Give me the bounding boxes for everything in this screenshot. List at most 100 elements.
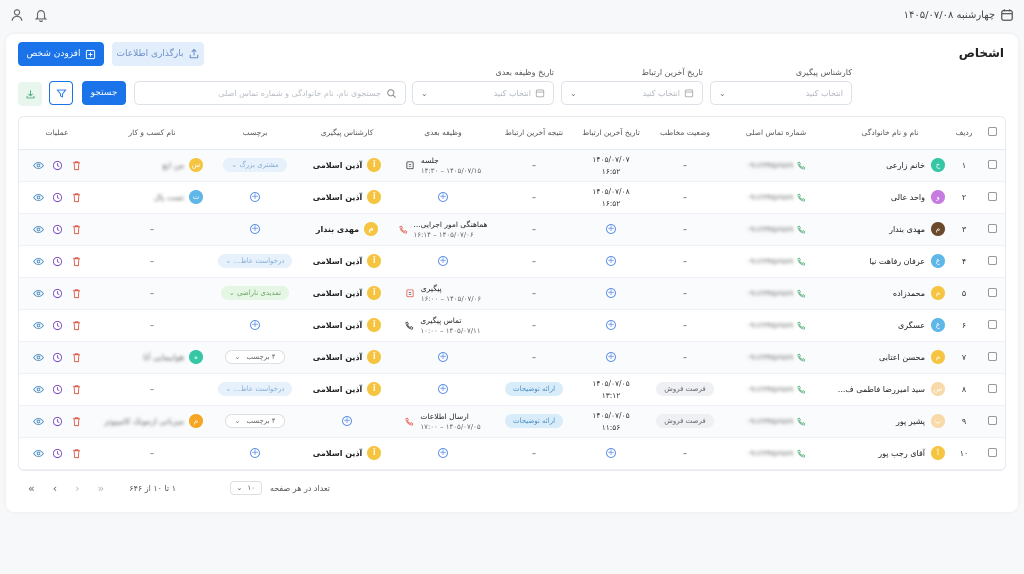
add-expert-icon[interactable]: + [342, 415, 352, 427]
table-row[interactable]: ۱ خ خانم زارعی ۰۹۱۲۳۴۵۶۷۸۹ – ۱۴۰۵/۰۷/۰۷ ۱۶… [19, 149, 1005, 181]
next-page-icon[interactable]: › [75, 481, 80, 495]
eye-icon[interactable] [32, 320, 44, 331]
phone-icon[interactable] [797, 385, 806, 394]
add-tag-icon[interactable]: + [250, 191, 260, 203]
eye-icon[interactable] [32, 192, 44, 203]
add-person-button[interactable]: افزودن شخص [18, 42, 104, 66]
phone-icon[interactable] [797, 161, 806, 170]
row-checkbox-cell[interactable] [979, 149, 1005, 181]
history-icon[interactable] [52, 384, 63, 395]
history-icon[interactable] [52, 288, 63, 299]
add-contact-icon[interactable]: + [606, 319, 616, 331]
name-cell[interactable]: و واحد عالی [831, 181, 949, 213]
table-row[interactable]: ۳ م مهدی بندار ۰۹۱۲۳۴۵۶۷۸۹ – + – هماهنگی … [19, 213, 1005, 245]
add-task-icon[interactable]: + [438, 191, 448, 203]
tag-badge[interactable]: تمدیدی ناراضی ⌄ [220, 286, 290, 300]
header-select-all[interactable] [979, 117, 1005, 150]
download-button[interactable] [18, 82, 42, 106]
name-cell[interactable]: م محمدزاده [831, 277, 949, 309]
tags-select[interactable]: ۴ برچسب ⌄ [225, 350, 285, 364]
history-icon[interactable] [52, 320, 63, 331]
add-contact-icon[interactable]: + [606, 447, 616, 459]
table-row[interactable]: ۸ س سید امیررضا فاطمی ف... ۰۹۱۲۳۴۵۶۷۸۹ فر… [19, 373, 1005, 405]
eye-icon[interactable] [32, 224, 44, 235]
checkbox[interactable] [987, 415, 997, 425]
row-checkbox-cell[interactable] [979, 341, 1005, 373]
history-icon[interactable] [52, 352, 63, 363]
row-checkbox-cell[interactable] [979, 405, 1005, 437]
checkbox[interactable] [987, 383, 997, 393]
table-row[interactable]: ۹ پ پشیر پور ۰۹۱۲۳۴۵۶۷۸۹ فرصت فروش ۱۴۰۵/۰… [19, 405, 1005, 437]
eye-icon[interactable] [32, 288, 44, 299]
trash-icon[interactable] [71, 448, 82, 459]
last-page-icon[interactable]: » [97, 481, 105, 495]
name-cell[interactable]: آ آقای رجب پور [831, 437, 949, 469]
last-contact-filter-select[interactable]: انتخاب کنید ⌄ [561, 81, 703, 105]
table-row[interactable]: ۷ م محسن اعتابی ۰۹۱۲۳۴۵۶۷۸۹ – + – + آ آذین… [19, 341, 1005, 373]
row-checkbox-cell[interactable] [979, 181, 1005, 213]
name-cell[interactable]: پ پشیر پور [831, 405, 949, 437]
checkbox[interactable] [987, 319, 997, 329]
table-row[interactable]: ۵ م محمدزاده ۰۹۱۲۳۴۵۶۷۸۹ – + – پیگیری ۱۴۰۵… [19, 277, 1005, 309]
add-contact-icon[interactable]: + [606, 223, 616, 235]
history-icon[interactable] [52, 256, 63, 267]
tag-badge[interactable]: مشتری بزرگ ⌄ [223, 158, 287, 172]
checkbox[interactable] [987, 447, 997, 457]
checkbox[interactable] [987, 127, 997, 137]
checkbox[interactable] [987, 223, 997, 233]
add-tag-icon[interactable]: + [250, 319, 260, 331]
add-tag-icon[interactable]: + [250, 447, 260, 459]
add-task-icon[interactable]: + [438, 255, 448, 267]
history-icon[interactable] [52, 416, 63, 427]
trash-icon[interactable] [71, 288, 82, 299]
name-cell[interactable]: ع عرفان رفاهت نیا [831, 245, 949, 277]
phone-icon[interactable] [398, 225, 408, 234]
prev-page-icon[interactable]: ‹ [52, 481, 58, 495]
expert-filter-select[interactable]: انتخاب کنید ⌄ [710, 81, 852, 105]
trash-icon[interactable] [71, 160, 82, 171]
search-button[interactable]: جستجو [82, 81, 126, 105]
first-page-icon[interactable]: « [28, 481, 35, 495]
name-cell[interactable]: خ خانم زارعی [831, 149, 949, 181]
trash-icon[interactable] [71, 384, 82, 395]
trash-icon[interactable] [71, 192, 82, 203]
checkbox[interactable] [987, 191, 997, 201]
phone-icon[interactable] [797, 225, 806, 234]
row-checkbox-cell[interactable] [979, 277, 1005, 309]
trash-icon[interactable] [71, 224, 82, 235]
row-checkbox-cell[interactable] [979, 213, 1005, 245]
filter-button[interactable] [49, 81, 73, 105]
checkbox[interactable] [987, 351, 997, 361]
checkbox[interactable] [987, 255, 997, 265]
phone-icon[interactable] [797, 321, 806, 330]
row-checkbox-cell[interactable] [979, 245, 1005, 277]
add-task-icon[interactable]: + [438, 383, 448, 395]
search-input[interactable]: جستجوی نام، نام خانوادگی و شماره تماس اص… [134, 81, 406, 105]
eye-icon[interactable] [32, 448, 44, 459]
row-checkbox-cell[interactable] [979, 309, 1005, 341]
trash-icon[interactable] [71, 352, 82, 363]
trash-icon[interactable] [71, 416, 82, 427]
trash-icon[interactable] [71, 320, 82, 331]
bell-icon[interactable] [34, 8, 48, 22]
phone-icon[interactable] [797, 289, 806, 298]
table-row[interactable]: ۶ ع عسگری ۰۹۱۲۳۴۵۶۷۸۹ – + – تماس پیگیری ۱۴… [19, 309, 1005, 341]
eye-icon[interactable] [32, 160, 44, 171]
add-task-icon[interactable]: + [438, 351, 448, 363]
row-checkbox-cell[interactable] [979, 373, 1005, 405]
phone-icon[interactable] [797, 193, 806, 202]
name-cell[interactable]: ع عسگری [831, 309, 949, 341]
per-page-select[interactable]: ۱۰ ⌄ [229, 481, 262, 495]
add-contact-icon[interactable]: + [606, 287, 616, 299]
next-task-filter-select[interactable]: انتخاب کنید ⌄ [412, 81, 554, 105]
eye-icon[interactable] [32, 352, 44, 363]
tags-select[interactable]: ۴ برچسب ⌄ [225, 414, 285, 428]
phone-icon[interactable] [405, 321, 414, 330]
history-icon[interactable] [52, 160, 63, 171]
row-checkbox-cell[interactable] [979, 437, 1005, 469]
tag-badge[interactable]: درخواست عاط... ⌄ [217, 254, 293, 268]
add-task-icon[interactable]: + [438, 447, 448, 459]
phone-icon[interactable] [797, 417, 806, 426]
eye-icon[interactable] [32, 256, 44, 267]
user-icon[interactable] [10, 8, 24, 22]
